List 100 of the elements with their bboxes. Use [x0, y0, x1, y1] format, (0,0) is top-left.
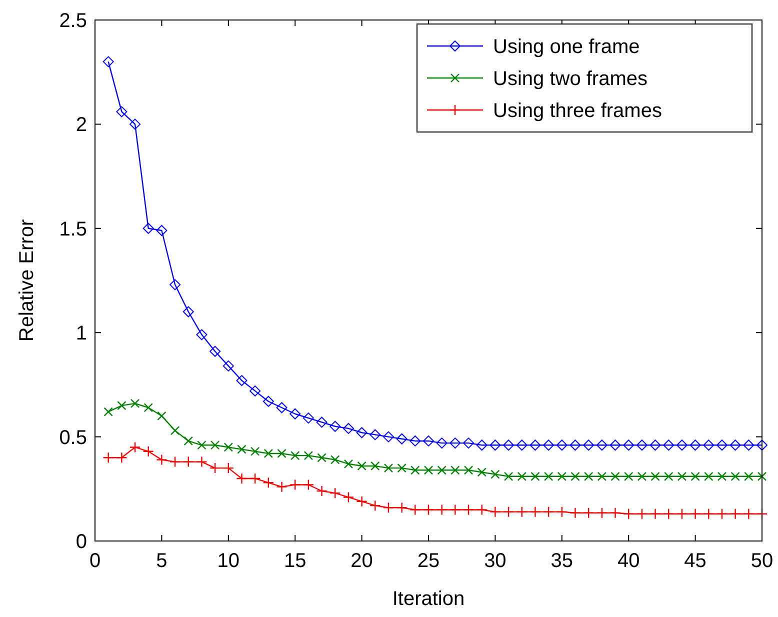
point [410, 435, 421, 446]
point [570, 440, 581, 451]
point [516, 506, 528, 518]
point [397, 463, 406, 473]
point [276, 481, 288, 492]
point [730, 508, 741, 520]
point [476, 504, 488, 516]
point [262, 477, 274, 488]
legend-label: Using one frame [493, 36, 640, 58]
point [396, 433, 408, 444]
x-tick-label: 35 [550, 550, 574, 572]
legend-label: Using two frames [493, 68, 648, 90]
x-axis-title: Iteration [392, 588, 465, 610]
point [156, 454, 168, 466]
point [169, 456, 181, 468]
point [636, 508, 648, 520]
x-tick-label: 5 [156, 550, 168, 572]
x-tick-label: 45 [684, 550, 706, 572]
point [623, 508, 634, 520]
point [624, 472, 634, 481]
point [543, 440, 554, 451]
point [463, 438, 474, 449]
point [450, 438, 461, 449]
point [542, 506, 554, 518]
x-tick-label: 15 [284, 550, 306, 572]
point [250, 385, 261, 396]
point [370, 461, 380, 471]
point [583, 440, 594, 451]
point [703, 440, 714, 451]
point [650, 472, 660, 481]
point [596, 507, 608, 518]
point [210, 440, 220, 450]
point [157, 411, 166, 421]
point [757, 472, 767, 481]
point [342, 422, 354, 434]
point [557, 472, 566, 481]
point [302, 479, 314, 490]
point [316, 485, 328, 497]
point [610, 440, 621, 451]
point [517, 472, 526, 481]
point [556, 440, 568, 451]
point [663, 508, 674, 520]
point [249, 472, 261, 484]
point [610, 507, 621, 518]
point [317, 453, 326, 462]
y-tick-label: 2.5 [59, 10, 87, 32]
point [490, 506, 501, 518]
point [516, 440, 528, 451]
point [676, 508, 688, 520]
y-tick-label: 1 [76, 322, 87, 345]
point [222, 360, 234, 372]
point [530, 506, 541, 518]
point [396, 502, 408, 514]
point [422, 504, 434, 516]
point [370, 429, 381, 440]
point [224, 442, 233, 452]
x-tick-label: 50 [750, 550, 774, 572]
point [490, 440, 501, 451]
point [210, 346, 221, 357]
point [370, 500, 381, 512]
y-tick-label: 1.5 [59, 218, 87, 240]
point [129, 442, 141, 453]
point [462, 504, 474, 516]
point [570, 472, 580, 481]
point [570, 507, 581, 518]
point [116, 106, 128, 118]
point [677, 472, 687, 481]
point [384, 463, 394, 473]
point [290, 408, 301, 420]
x-tick-label: 20 [350, 550, 373, 572]
point [436, 504, 448, 516]
point [477, 468, 486, 477]
point [209, 462, 221, 474]
point [423, 435, 434, 446]
point [717, 472, 727, 481]
x-tick-label: 40 [617, 550, 640, 572]
point [623, 440, 634, 451]
point [690, 440, 701, 451]
point [142, 446, 154, 457]
point [264, 448, 274, 458]
point [450, 504, 461, 516]
point [650, 508, 661, 520]
point [704, 472, 714, 481]
point [117, 400, 126, 410]
point [410, 504, 421, 516]
x-tick-label: 30 [484, 550, 506, 572]
point [637, 472, 647, 481]
point [650, 440, 661, 451]
point [276, 402, 288, 414]
point [330, 455, 340, 464]
point [490, 470, 500, 479]
x-tick-label: 10 [217, 550, 240, 572]
point [170, 279, 181, 290]
point [703, 508, 714, 520]
y-tick-label: 0 [76, 531, 87, 553]
point [262, 396, 274, 407]
point [330, 420, 341, 432]
x-tick-label: 0 [89, 550, 101, 572]
point [382, 502, 394, 514]
point [730, 472, 740, 481]
